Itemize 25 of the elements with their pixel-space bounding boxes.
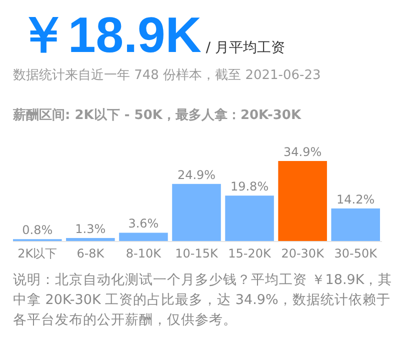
x-tick-label: 15-20K (228, 246, 272, 261)
x-tick-label: 2K以下 (18, 246, 58, 261)
x-tick-label: 20-30K (281, 246, 326, 261)
text: 数据统计来自近一年 748 份样本，截至 2021-06-23 (13, 67, 321, 84)
bar (119, 232, 168, 241)
text: 薪酬区间: 2K以下 - 50K，最多人拿：20K-30K (13, 107, 302, 124)
x-tick-label: 30-50K (334, 246, 378, 261)
chart-subtitle: / 月平均工资 (204, 40, 286, 56)
bar (66, 238, 115, 241)
text: 说明：北京自动化测试一个月多少钱？平均工资 ￥18.9K，其中拿 20K-30K 工资的占比最多，达 34.9%，数据统计依赖于各平台发布的公开薪酬，仅供参考。 (13, 271, 394, 330)
data-label: 1.3% (75, 222, 106, 236)
data-label: 3.6% (128, 216, 159, 231)
x-tick-label: 6-8K (76, 246, 106, 261)
bar (278, 161, 327, 241)
bar (225, 196, 274, 241)
data-label: 0.8% (22, 223, 53, 238)
data-label: 34.9% (284, 145, 322, 159)
data-label: 14.2% (336, 192, 375, 206)
bar (172, 184, 221, 241)
chart-title: ￥18.9K (18, 7, 202, 63)
data-label: 19.8% (230, 180, 269, 194)
bar (331, 208, 380, 241)
data-label: 24.9% (177, 168, 216, 182)
x-tick-label: 10-15K (175, 246, 219, 261)
x-tick-label: 8-10K (126, 246, 162, 261)
